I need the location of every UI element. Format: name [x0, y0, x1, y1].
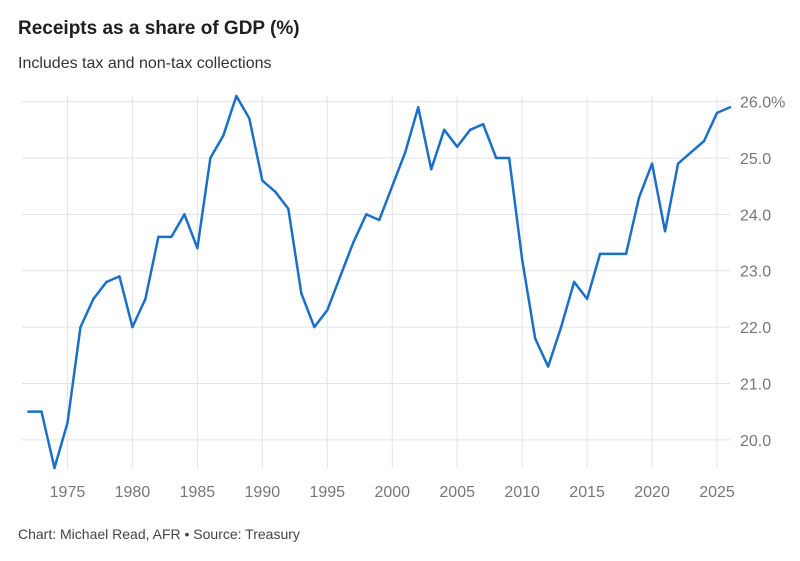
data-point	[520, 258, 524, 261]
data-point	[235, 94, 238, 98]
data-point	[40, 410, 43, 413]
data-point	[572, 280, 576, 284]
data-point	[339, 275, 342, 278]
grid-layer	[22, 96, 730, 468]
x-tick-label: 1995	[309, 484, 345, 501]
data-point	[417, 106, 420, 109]
data-point	[365, 213, 368, 216]
data-point	[585, 297, 589, 301]
data-point	[53, 466, 56, 470]
y-tick-label: 26.0%	[740, 95, 785, 112]
data-point	[287, 207, 290, 210]
x-tick-label: 2015	[569, 484, 605, 501]
data-point	[650, 162, 654, 165]
series-layer	[27, 94, 732, 470]
data-point	[624, 252, 628, 256]
data-point	[261, 179, 264, 182]
data-point	[663, 230, 667, 233]
data-point	[131, 325, 134, 329]
data-point	[676, 162, 680, 165]
data-point	[728, 106, 732, 109]
data-point	[611, 252, 615, 256]
data-point	[196, 246, 199, 250]
tick-label-layer: 1975 1980 1985 1990 1995 2000 2005 2010 2015 2020…	[50, 95, 786, 501]
data-point	[274, 190, 277, 194]
data-point	[222, 134, 225, 137]
x-tick-label: 1985	[180, 484, 216, 501]
data-point	[404, 151, 407, 154]
y-tick-label: 25.0	[740, 151, 771, 168]
data-point	[248, 117, 251, 120]
data-point	[443, 128, 446, 132]
y-tick-label: 22.0	[740, 320, 771, 337]
data-point	[144, 297, 147, 301]
y-tick-label: 24.0	[740, 207, 771, 224]
data-point	[313, 325, 316, 329]
data-point	[300, 292, 303, 295]
y-tick-label: 21.0	[740, 376, 771, 393]
data-point	[430, 168, 433, 171]
data-point	[481, 122, 485, 126]
x-tick-label: 1975	[50, 484, 86, 501]
data-point	[598, 252, 602, 256]
data-point	[118, 275, 121, 278]
data-point	[352, 241, 355, 244]
y-tick-label: 23.0	[740, 264, 771, 281]
data-point	[637, 196, 641, 199]
data-point	[79, 325, 82, 329]
data-point	[507, 156, 511, 160]
chart-footer-credit: Chart: Michael Read, AFR • Source: Treas…	[18, 526, 300, 542]
data-point	[689, 151, 693, 154]
data-point	[715, 111, 719, 115]
chart-subtitle: Includes tax and non-tax collections	[18, 55, 272, 72]
data-point	[455, 145, 459, 148]
data-point	[170, 235, 173, 239]
data-point	[92, 297, 95, 301]
data-point	[105, 280, 108, 284]
data-point	[66, 421, 69, 425]
x-tick-label: 2025	[699, 484, 735, 501]
data-point	[157, 235, 160, 239]
data-point	[378, 218, 381, 222]
data-point	[391, 184, 394, 188]
x-tick-label: 1980	[115, 484, 151, 501]
chart-title: Receipts as a share of GDP (%)	[18, 18, 300, 39]
data-point	[468, 128, 472, 132]
data-point	[533, 337, 537, 340]
data-point	[494, 156, 498, 160]
data-point	[702, 139, 706, 143]
data-point	[183, 213, 186, 216]
x-tick-label: 2005	[439, 484, 475, 501]
x-tick-label: 2000	[374, 484, 410, 501]
x-tick-label: 1990	[245, 484, 281, 501]
x-tick-label: 2020	[634, 484, 670, 501]
x-tick-label: 2010	[504, 484, 540, 501]
data-point	[209, 156, 212, 160]
y-tick-label: 20.0	[740, 433, 771, 450]
data-point	[27, 410, 30, 413]
series-line	[27, 94, 732, 470]
data-point	[559, 325, 563, 329]
data-point	[546, 365, 550, 368]
data-point	[326, 308, 329, 312]
